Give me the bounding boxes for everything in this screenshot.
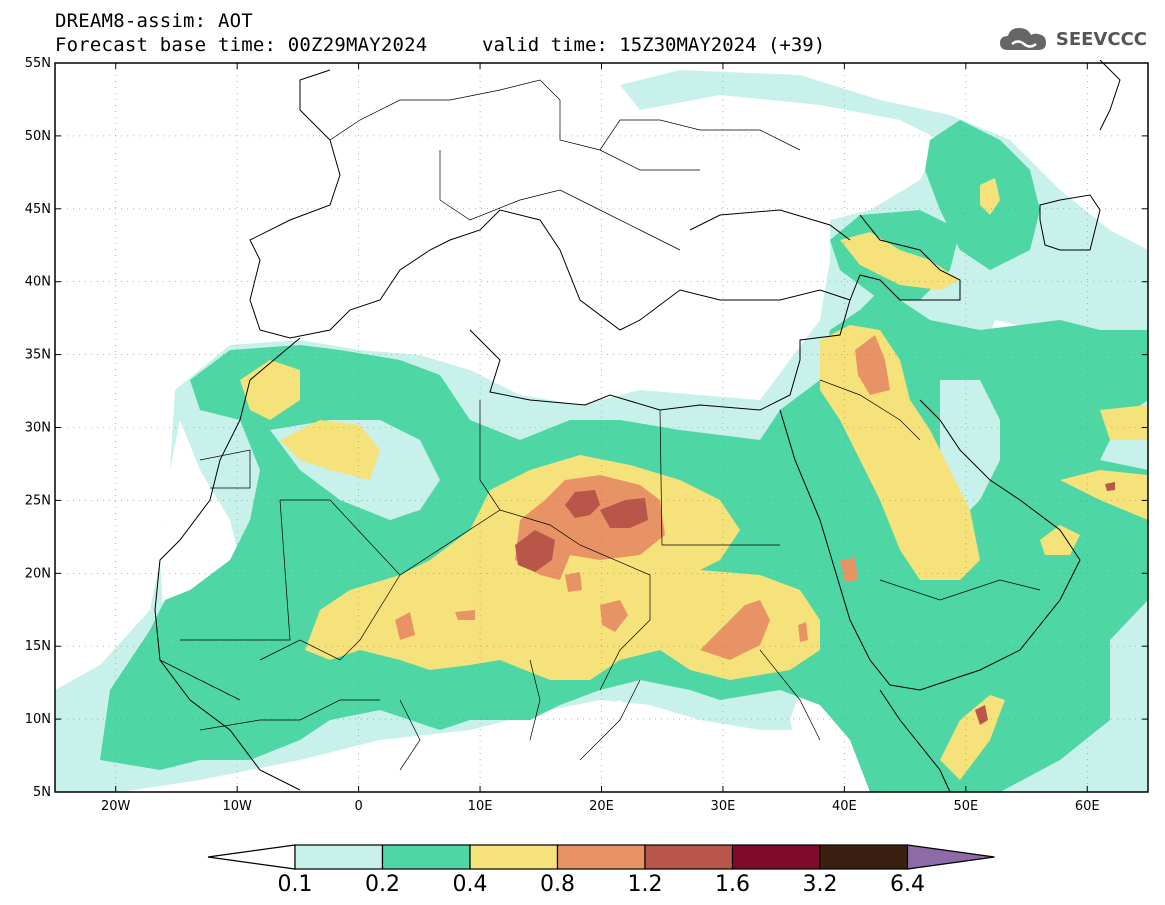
colorbar-level-label: 1.6 [715, 872, 750, 897]
aot-field [55, 70, 1148, 792]
lon-tick-label: 60E [1075, 799, 1100, 814]
logo-text: SEEVCCC [1055, 28, 1147, 50]
lat-tick-label: 50N [25, 129, 51, 144]
lat-tick-label: 55N [25, 56, 51, 71]
lon-tick-label: 10E [468, 799, 493, 814]
lat-tick-label: 40N [25, 275, 51, 290]
colorbar-segment [294, 844, 384, 870]
colorbar-segment [819, 844, 909, 870]
map-grid [55, 63, 1148, 792]
cloud-icon [999, 28, 1046, 50]
lat-tick-label: 25N [25, 493, 51, 508]
lat-tick-label: 10N [25, 712, 51, 727]
lon-tick-label: 50E [953, 799, 978, 814]
lon-tick-label: 30E [711, 799, 736, 814]
colorbar-level-label: 1.2 [628, 872, 663, 897]
map-axes: 20W 10W 0 10E 20E 30E 40E 50E 60E 5N 10N 15N 20N 25N 3… [25, 56, 1148, 814]
lat-tick-label: 30N [25, 421, 51, 436]
seevccc-logo: SEEVCCC [998, 24, 1147, 54]
colorbar-level-label: 0.4 [453, 872, 488, 897]
colorbar-level-label: 6.4 [890, 872, 925, 897]
lon-tick-label: 40E [832, 799, 857, 814]
lon-tick-label: 10W [222, 799, 252, 814]
colorbar-segment [556, 844, 646, 870]
lat-tick-label: 45N [25, 202, 51, 217]
colorbar-level-label: 3.2 [803, 872, 838, 897]
lon-tick-label: 0 [354, 799, 362, 814]
aot-contour-1.2 [565, 490, 600, 518]
colorbar-level-label: 0.2 [365, 872, 400, 897]
map-title: DREAM8-assim: AOT [55, 10, 253, 32]
lon-tick-label: 20W [101, 799, 131, 814]
colorbar-level-label: 0.8 [540, 872, 575, 897]
valid-time: valid time: 15Z30MAY2024 (+39) [482, 34, 826, 56]
borders [159, 79, 1041, 771]
aot-colorbar: 0.1 0.2 0.4 0.8 1.2 1.6 3.2 6.4 [207, 844, 995, 897]
coastlines [154, 59, 1121, 793]
colorbar-segment [381, 844, 471, 870]
lat-tick-label: 20N [25, 566, 51, 581]
lon-tick-label: 20E [589, 799, 614, 814]
lat-tick-label: 35N [25, 348, 51, 363]
colorbar-under-triangle [207, 844, 296, 870]
lat-tick-label: 5N [33, 785, 51, 800]
lat-tick-label: 15N [25, 639, 51, 654]
colorbar-segment [731, 844, 821, 870]
colorbar-segment [469, 844, 559, 870]
colorbar-level-label: 0.1 [278, 872, 313, 897]
forecast-base-time: Forecast base time: 00Z29MAY2024 [55, 34, 428, 56]
colorbar-segment [644, 844, 734, 870]
colorbar-over-triangle [906, 844, 995, 870]
